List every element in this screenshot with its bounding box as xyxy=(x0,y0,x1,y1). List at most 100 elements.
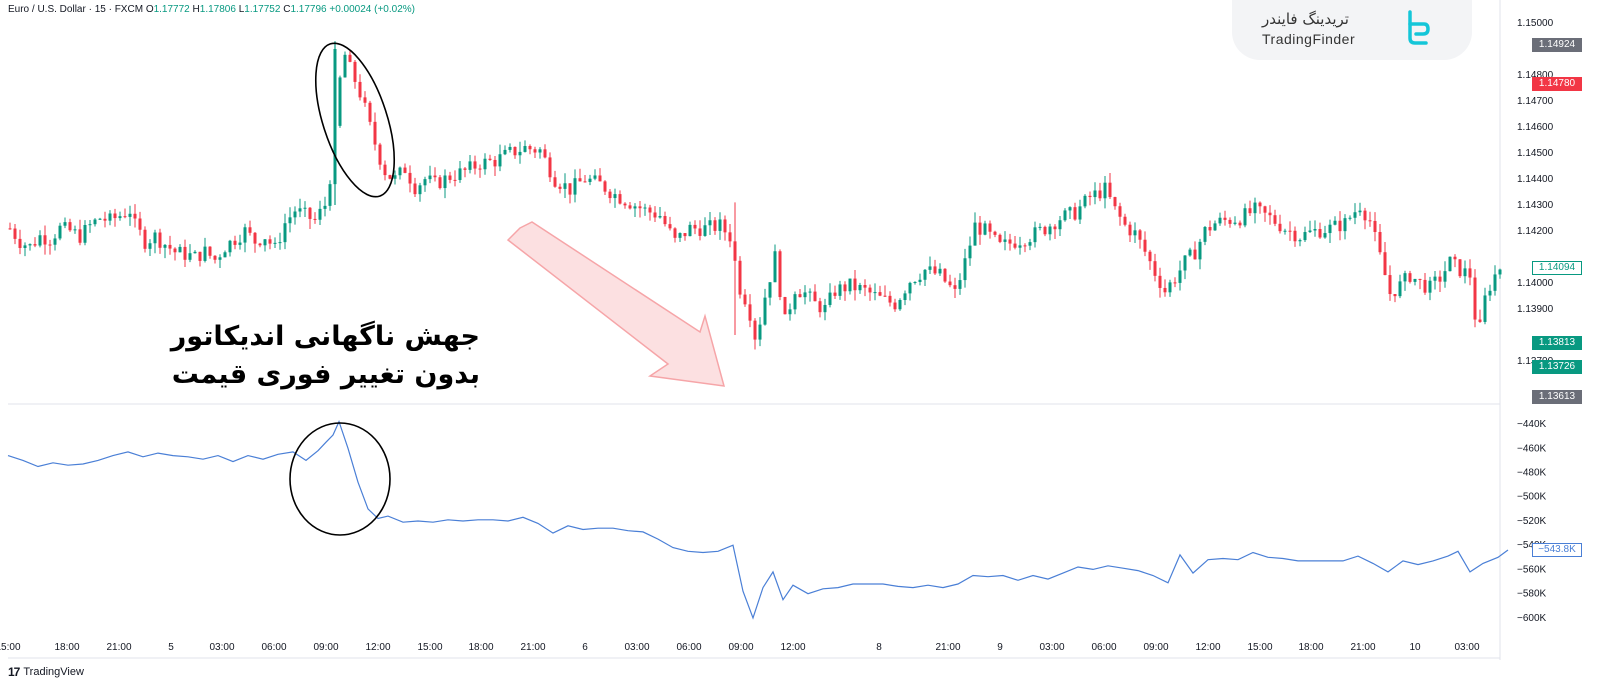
candle-body xyxy=(433,175,437,178)
candle-body xyxy=(383,164,387,176)
tradingview-brand[interactable]: 17 TradingView xyxy=(8,665,84,679)
symbol-name[interactable]: Euro / U.S. Dollar · 15 · FXCM xyxy=(8,4,144,15)
candle-body xyxy=(438,177,442,189)
time-tick-label: 21:00 xyxy=(935,642,960,653)
candle-body xyxy=(138,218,142,230)
candle-body xyxy=(1318,228,1322,238)
candle-body xyxy=(363,97,367,103)
candle-body xyxy=(1168,282,1172,293)
candle-body xyxy=(698,228,702,236)
candle-body xyxy=(1443,271,1447,282)
time-tick-label: 15:00 xyxy=(1247,642,1272,653)
price-tick-label: 1.13900 xyxy=(1517,304,1554,315)
candle-body xyxy=(753,320,757,340)
candle-body xyxy=(1228,219,1232,224)
candle-body xyxy=(1418,278,1422,280)
price-tick-label: 1.14300 xyxy=(1517,200,1554,211)
candle-body xyxy=(828,292,832,305)
candle-body xyxy=(263,239,267,246)
indicator-line xyxy=(7,419,1509,620)
indicator-tick-label: −520K xyxy=(1517,516,1547,527)
candle-body xyxy=(458,168,462,180)
price-tick-label: 1.14400 xyxy=(1517,174,1554,185)
open-label: O xyxy=(145,4,154,15)
candle-body xyxy=(338,77,342,126)
candle-body xyxy=(593,175,597,179)
pane-separator[interactable] xyxy=(8,0,1501,660)
candle-body xyxy=(838,284,842,296)
candle-body xyxy=(888,295,892,303)
candle-body xyxy=(1113,197,1117,207)
symbol-header[interactable]: Euro / U.S. Dollar · 15 · FXCM O1.17772 … xyxy=(8,4,415,15)
candle-body xyxy=(108,213,112,221)
candle-body xyxy=(1283,230,1287,232)
price-axis[interactable]: 1.15000 1.14800 1.14700 1.14600 1.14500 1.144… xyxy=(1517,18,1554,367)
candle-body xyxy=(63,222,67,226)
candle-body xyxy=(1338,220,1342,232)
candle-body xyxy=(358,81,362,98)
candle-body xyxy=(23,245,27,248)
candle-body xyxy=(168,244,172,249)
candle-body xyxy=(328,184,332,206)
candle-body xyxy=(1398,281,1402,297)
candle-body xyxy=(1388,275,1392,295)
candle-body xyxy=(238,242,242,245)
spike-body xyxy=(333,49,337,179)
candle-body xyxy=(303,207,307,209)
candle-body xyxy=(663,216,667,225)
candle-body xyxy=(573,178,577,195)
tradingfinder-logo: تریدینگ فایندر TradingFinder xyxy=(1232,0,1472,60)
candle-body xyxy=(273,242,277,244)
close-label: C xyxy=(283,4,291,15)
candle-body xyxy=(413,183,417,195)
candle-body xyxy=(1088,195,1092,198)
change-value: +0.00024 (+0.02%) xyxy=(329,4,415,15)
candle-body xyxy=(18,238,22,248)
indicator-badge: −543.8K xyxy=(1532,542,1582,557)
candle-body xyxy=(868,287,872,293)
candle-body xyxy=(1063,210,1067,221)
candle-body xyxy=(648,207,652,213)
candle-body xyxy=(613,194,617,199)
candle-body xyxy=(1308,230,1312,233)
open-value: 1.17772 xyxy=(153,4,190,15)
candle-body xyxy=(143,229,147,249)
candle-body xyxy=(773,251,777,283)
candle-body xyxy=(233,240,237,245)
candle-body xyxy=(758,324,762,340)
candle-body xyxy=(763,297,767,325)
time-axis[interactable]: 15:00 18:00 21:00 5 03:00 06:00 09:00 12:00 15:0… xyxy=(0,642,1480,653)
candle-body xyxy=(118,216,122,219)
candle-body xyxy=(153,232,157,244)
indicator-highlight-ellipse xyxy=(289,422,391,536)
candle-body xyxy=(1468,268,1472,278)
candle-body xyxy=(1238,222,1242,226)
price-badge: 1.13813 xyxy=(1532,336,1582,350)
price-badge: 1.14924 xyxy=(1532,38,1582,52)
price-badge: 1.14780 xyxy=(1532,77,1582,91)
candle-body xyxy=(1128,224,1132,236)
tradingview-icon: 17 xyxy=(8,665,20,679)
indicator-axis[interactable]: −440K −460K −480K −500K −520K −540K −560K −580K… xyxy=(1517,419,1547,624)
candle-body xyxy=(203,246,207,261)
candle-body xyxy=(293,211,297,218)
candle-body xyxy=(1073,207,1077,220)
candle-body xyxy=(1218,217,1222,224)
candle-body xyxy=(1178,270,1182,283)
candle-body xyxy=(53,238,57,245)
indicator-tick-label: −600K xyxy=(1517,613,1547,624)
price-tick-label: 1.14500 xyxy=(1517,148,1554,159)
candle-body xyxy=(1303,232,1307,241)
down-arrow-shape xyxy=(506,221,726,387)
candle-body xyxy=(1498,269,1502,275)
candle-body xyxy=(658,216,662,218)
candle-body xyxy=(483,158,487,170)
candle-body xyxy=(1188,249,1192,256)
candle-body xyxy=(278,242,282,244)
candle-body xyxy=(1183,255,1187,271)
candle-body xyxy=(113,213,117,219)
candle-body xyxy=(653,212,657,218)
candle-body xyxy=(858,285,862,291)
candle-body xyxy=(908,282,912,294)
